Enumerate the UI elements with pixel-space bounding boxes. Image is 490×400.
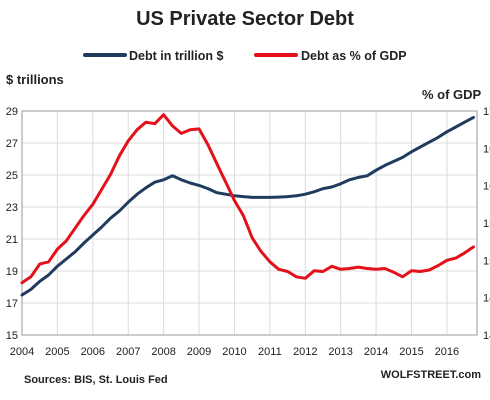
right-tick-label: 150 bbox=[483, 255, 490, 267]
left-tick-label: 23 bbox=[6, 202, 18, 214]
x-tick-label: 2010 bbox=[222, 346, 246, 358]
x-tick-label: 2012 bbox=[293, 346, 317, 358]
right-axis-label: % of GDP bbox=[422, 87, 482, 102]
left-axis-label: $ trillions bbox=[6, 72, 64, 87]
series-line-debt-pct-gdp bbox=[20, 113, 475, 285]
gridlines bbox=[21, 110, 477, 336]
left-tick-label: 17 bbox=[6, 298, 18, 310]
sources-note: Sources: BIS, St. Louis Fed bbox=[24, 374, 168, 386]
legend-label-debt: Debt in trillion $ bbox=[129, 49, 223, 63]
x-tick-label: 2009 bbox=[187, 346, 211, 358]
x-tick-label: 2016 bbox=[435, 346, 459, 358]
x-tick-label: 2005 bbox=[45, 346, 69, 358]
series-line-debt-trillions bbox=[20, 115, 475, 297]
left-tick-label: 27 bbox=[6, 138, 18, 150]
right-tick-label: 145 bbox=[483, 293, 490, 305]
right-tick-label: 170 bbox=[483, 106, 490, 118]
left-tick-label: 29 bbox=[6, 106, 18, 118]
x-tick-label: 2013 bbox=[328, 346, 352, 358]
x-tick-label: 2015 bbox=[399, 346, 423, 358]
legend-label-gdp: Debt as % of GDP bbox=[301, 49, 407, 63]
brand-credit: WOLFSTREET.com bbox=[381, 369, 481, 381]
chart-title: US Private Sector Debt bbox=[136, 8, 354, 30]
x-tick-label: 2011 bbox=[258, 346, 282, 358]
right-tick-label: 165 bbox=[483, 143, 490, 155]
right-tick-label: 160 bbox=[483, 181, 490, 193]
x-tick-label: 2014 bbox=[364, 346, 388, 358]
legend: Debt in trillion $ Debt as % of GDP bbox=[83, 49, 407, 63]
x-tick-label: 2007 bbox=[116, 346, 140, 358]
x-tick-label: 2008 bbox=[151, 346, 175, 358]
plot-area-frame bbox=[21, 110, 478, 336]
right-tick-label: 140 bbox=[483, 330, 490, 342]
tick-labels: 15 17 19 21 23 25 27 29 140 145 150 155 160 165 170 200… bbox=[6, 106, 490, 358]
left-tick-label: 21 bbox=[6, 234, 18, 246]
left-tick-label: 15 bbox=[6, 330, 18, 342]
right-tick-label: 155 bbox=[483, 218, 490, 230]
x-tick-label: 2006 bbox=[81, 346, 105, 358]
series-lines bbox=[20, 113, 475, 297]
left-tick-label: 19 bbox=[6, 266, 18, 278]
x-tick-label: 2004 bbox=[10, 346, 34, 358]
left-tick-label: 25 bbox=[6, 170, 18, 182]
